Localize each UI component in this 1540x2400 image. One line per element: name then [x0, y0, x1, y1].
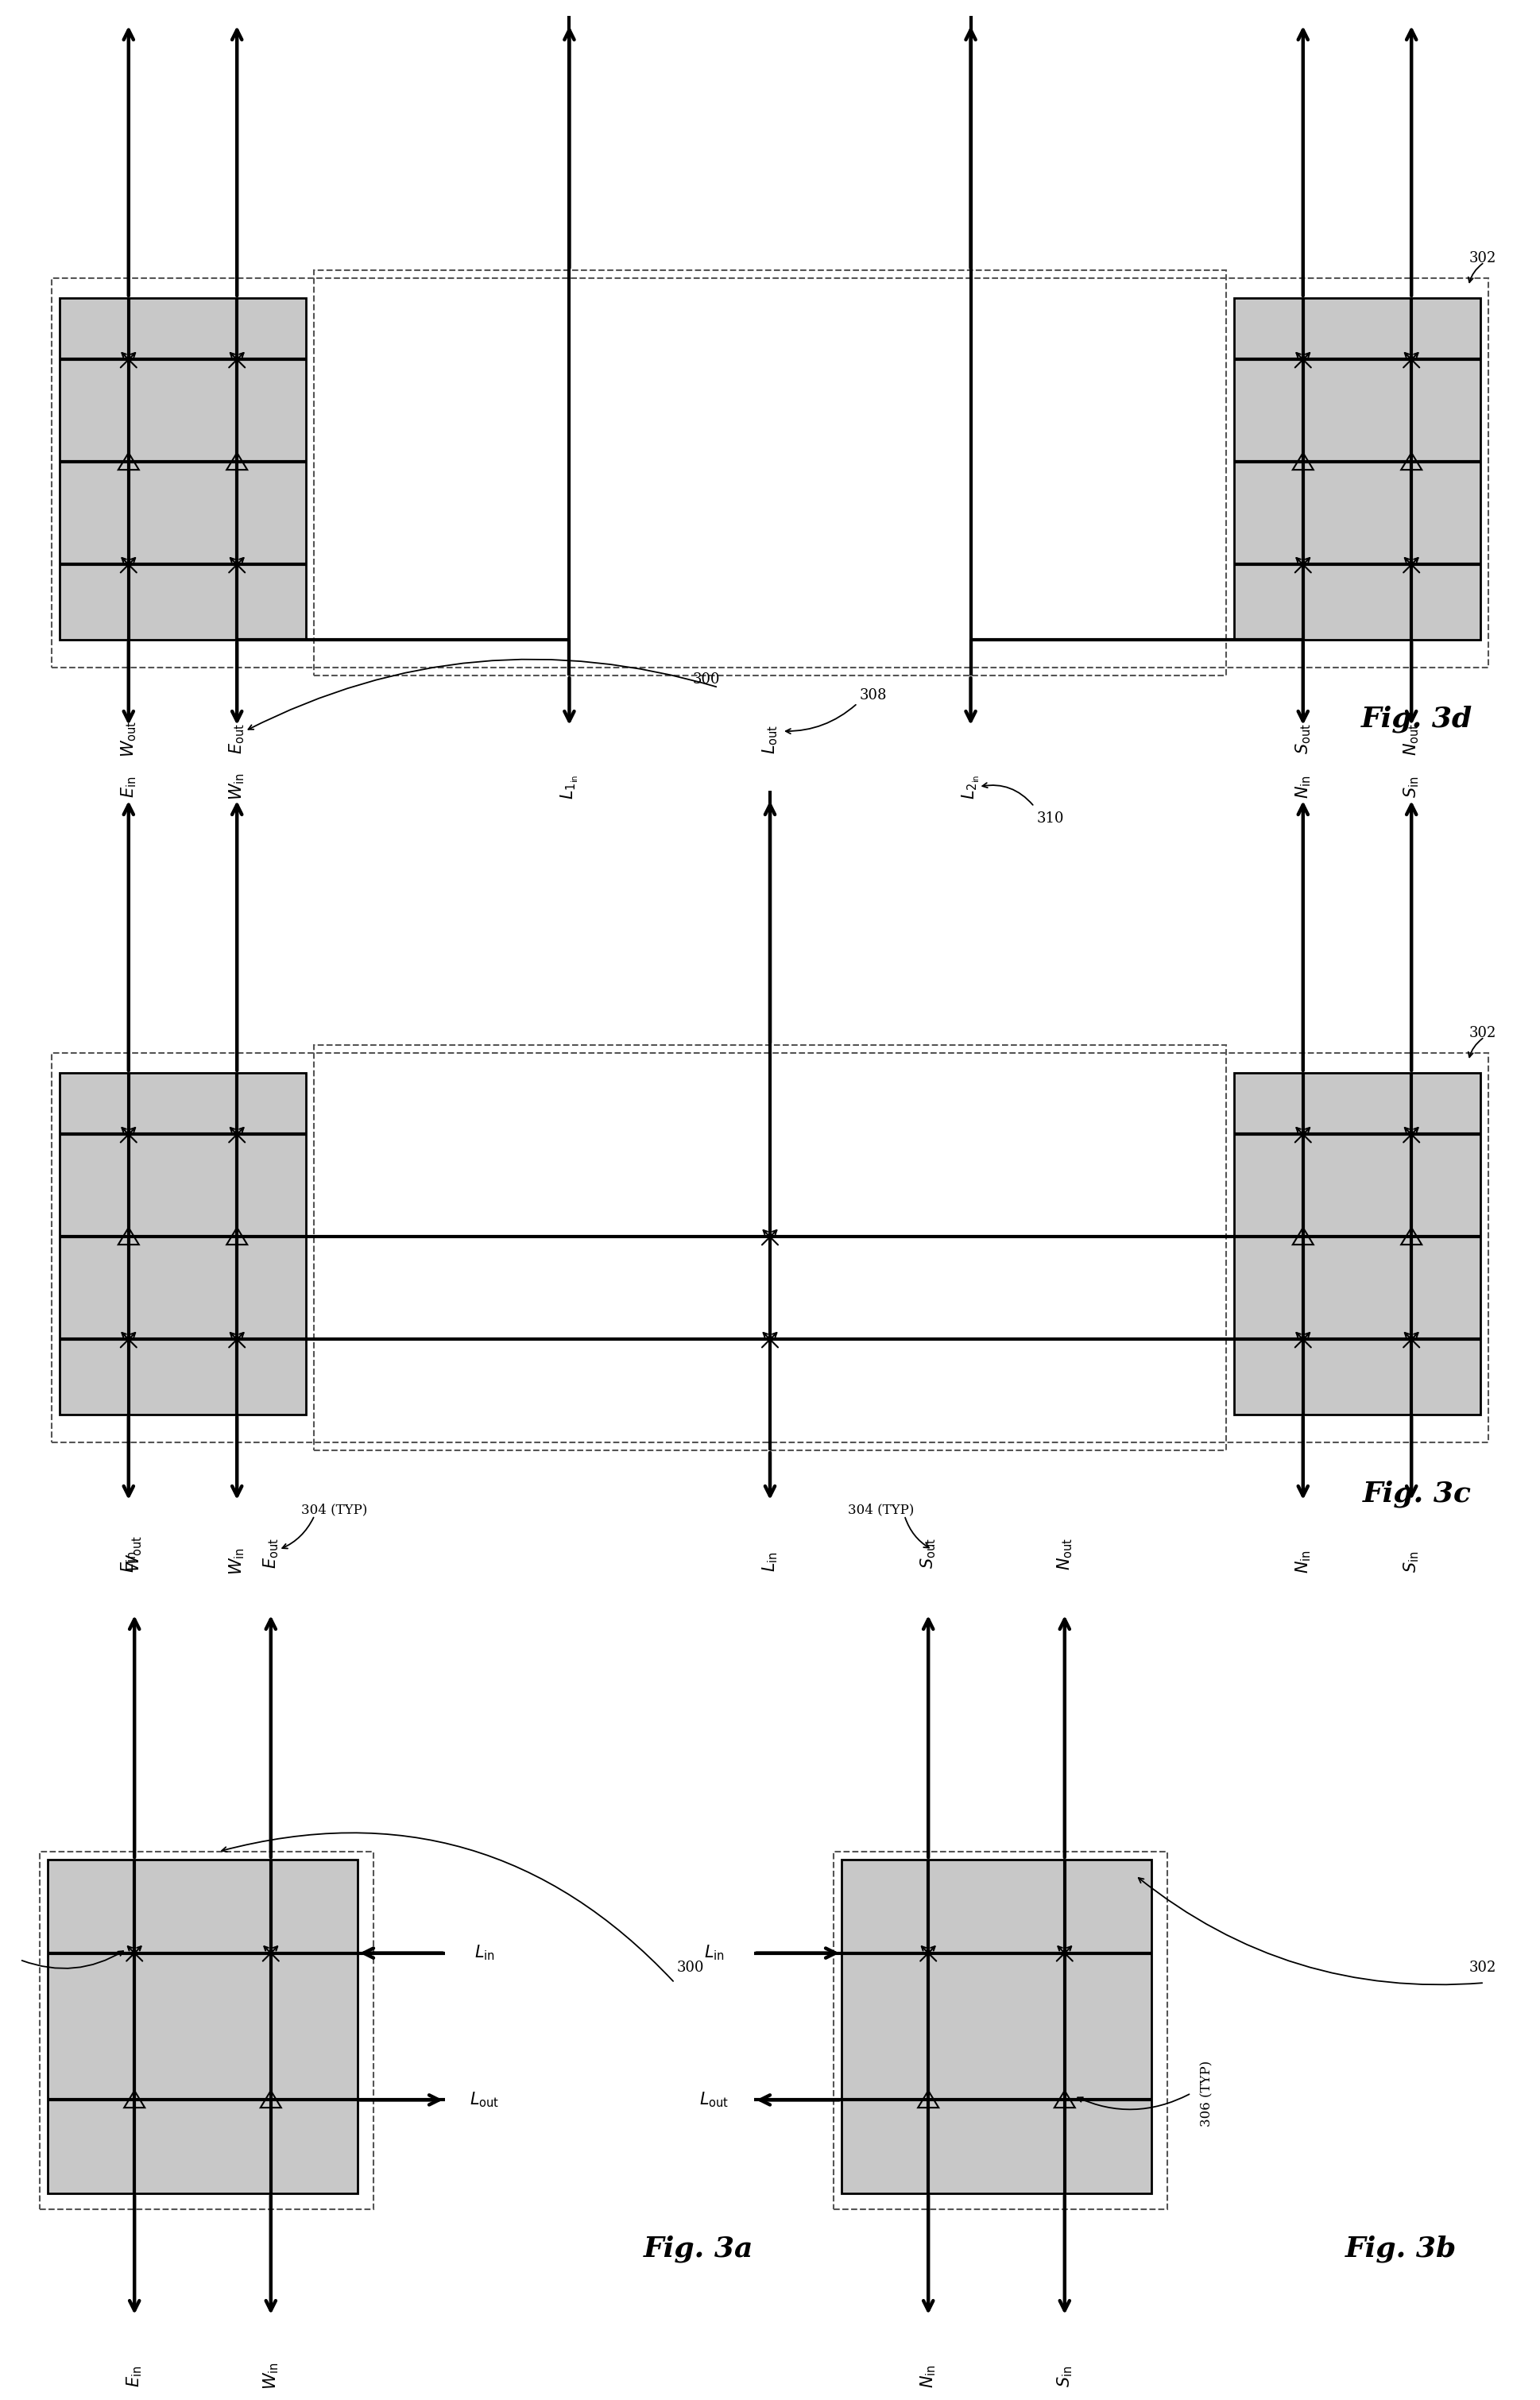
Bar — [52, 1054, 1488, 1442]
Bar — [841, 1860, 1152, 2194]
Text: $W_{\mathrm{in}}$: $W_{\mathrm{in}}$ — [228, 1548, 246, 1574]
Text: $E_{\mathrm{out}}$: $E_{\mathrm{out}}$ — [262, 1538, 280, 1570]
Bar — [1234, 298, 1480, 641]
Text: $N_{\mathrm{in}}$: $N_{\mathrm{in}}$ — [919, 2364, 938, 2388]
Text: 302: 302 — [1469, 252, 1497, 266]
Text: $E_{\mathrm{out}}$: $E_{\mathrm{out}}$ — [228, 725, 246, 754]
Text: Fig. 3b: Fig. 3b — [1346, 2234, 1457, 2263]
Text: $L_{\mathrm{out}}$: $L_{\mathrm{out}}$ — [761, 725, 779, 754]
Text: Fig. 3a: Fig. 3a — [644, 2234, 753, 2263]
Text: $L_{\mathrm{out}}$: $L_{\mathrm{out}}$ — [699, 2090, 728, 2110]
Bar — [314, 1044, 1226, 1450]
Text: $S_{\mathrm{in}}$: $S_{\mathrm{in}}$ — [1401, 775, 1421, 797]
Bar — [1234, 1073, 1480, 1414]
Bar — [48, 1860, 357, 2194]
Text: Fig. 3c: Fig. 3c — [1363, 1481, 1471, 1507]
Bar — [314, 271, 1226, 674]
Text: $N_{\mathrm{out}}$: $N_{\mathrm{out}}$ — [1055, 1538, 1073, 1570]
Text: $L_{\mathrm{out}}$: $L_{\mathrm{out}}$ — [470, 2090, 499, 2110]
Text: $S_{\mathrm{out}}$: $S_{\mathrm{out}}$ — [1294, 725, 1312, 754]
Text: 300: 300 — [693, 672, 721, 686]
Bar — [60, 1073, 306, 1414]
Bar — [833, 1853, 1167, 2210]
Text: $E_{\mathrm{in}}$: $E_{\mathrm{in}}$ — [119, 775, 139, 797]
Bar — [40, 1853, 374, 2210]
Text: $S_{\mathrm{out}}$: $S_{\mathrm{out}}$ — [919, 1538, 938, 1570]
Text: 310: 310 — [1036, 811, 1064, 826]
Text: 304 (TYP): 304 (TYP) — [302, 1502, 368, 1517]
Text: $N_{\mathrm{in}}$: $N_{\mathrm{in}}$ — [1294, 1550, 1312, 1574]
Text: $W_{\mathrm{out}}$: $W_{\mathrm{out}}$ — [125, 1536, 143, 1572]
Text: 308: 308 — [859, 689, 887, 703]
Text: $L_{\mathrm{2_{in}}}$: $L_{\mathrm{2_{in}}}$ — [961, 775, 981, 799]
Text: $W_{\mathrm{in}}$: $W_{\mathrm{in}}$ — [228, 773, 246, 802]
Text: $L_{\mathrm{1_{in}}}$: $L_{\mathrm{1_{in}}}$ — [559, 775, 579, 799]
Text: 302: 302 — [1469, 1961, 1497, 1975]
Text: $S_{\mathrm{in}}$: $S_{\mathrm{in}}$ — [1055, 2366, 1073, 2388]
Bar — [52, 278, 1488, 667]
Text: 306 (TYP): 306 (TYP) — [1200, 2059, 1214, 2126]
Bar — [60, 298, 306, 641]
Text: 302: 302 — [1469, 1025, 1497, 1039]
Text: $L_{\mathrm{in}}$: $L_{\mathrm{in}}$ — [761, 1550, 779, 1572]
Text: 300: 300 — [676, 1961, 704, 1975]
Text: $S_{\mathrm{in}}$: $S_{\mathrm{in}}$ — [1401, 1550, 1421, 1572]
Text: $W_{\mathrm{out}}$: $W_{\mathrm{out}}$ — [119, 720, 139, 758]
Text: $L_{\mathrm{in}}$: $L_{\mathrm{in}}$ — [474, 1944, 494, 1963]
Text: $W_{\mathrm{in}}$: $W_{\mathrm{in}}$ — [262, 2362, 280, 2390]
Text: Fig. 3d: Fig. 3d — [1361, 706, 1472, 732]
Text: $E_{\mathrm{in}}$: $E_{\mathrm{in}}$ — [125, 2366, 143, 2388]
Text: $L_{\mathrm{in}}$: $L_{\mathrm{in}}$ — [704, 1944, 725, 1963]
Text: $N_{\mathrm{out}}$: $N_{\mathrm{out}}$ — [1401, 722, 1421, 756]
Text: $E_{\mathrm{in}}$: $E_{\mathrm{in}}$ — [119, 1550, 139, 1572]
Text: $N_{\mathrm{in}}$: $N_{\mathrm{in}}$ — [1294, 775, 1312, 799]
Text: 304 (TYP): 304 (TYP) — [847, 1502, 913, 1517]
